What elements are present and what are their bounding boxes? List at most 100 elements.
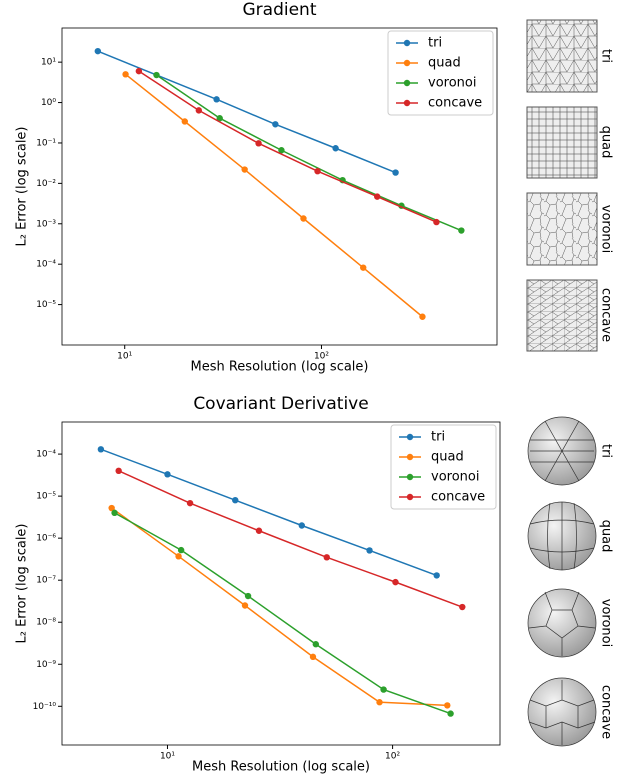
data-point <box>447 710 454 717</box>
series-line <box>138 70 437 223</box>
data-point <box>175 553 182 560</box>
data-point <box>272 121 279 128</box>
y-tick-label: 10¹ <box>41 58 56 68</box>
data-point <box>419 313 426 320</box>
legend-label: quad <box>431 450 464 465</box>
y-tick-label: 10⁻³ <box>36 219 56 229</box>
plot-area <box>61 27 498 346</box>
series-line <box>156 74 462 232</box>
legend-label: quad <box>428 56 461 71</box>
thumbnail-label: tri <box>599 444 614 458</box>
legend-marker <box>403 39 411 47</box>
data-point <box>177 546 185 554</box>
data-point <box>244 592 252 600</box>
legend-marker <box>406 453 414 461</box>
x-tick-label: 10² <box>314 352 329 362</box>
plot-area <box>61 421 501 746</box>
y-tick-label: 10⁻¹ <box>36 138 56 148</box>
data-point <box>232 496 239 504</box>
x-tick-label: 10² <box>385 752 400 762</box>
chart-title: Gradient <box>243 0 317 20</box>
thumbnail-label: voronoi <box>599 599 614 647</box>
data-point <box>135 67 143 75</box>
mesh-thumbnail <box>526 19 598 93</box>
data-point <box>312 641 320 648</box>
data-point <box>164 471 171 478</box>
series-line <box>125 73 423 318</box>
data-point <box>94 47 102 55</box>
thumbnails <box>526 19 598 747</box>
y-tick-label: 10⁻⁹ <box>36 660 56 670</box>
y-tick-label: 10⁻⁶ <box>36 534 56 544</box>
data-point <box>309 653 317 661</box>
y-axis-label: L₂ Error (log scale) <box>15 127 30 247</box>
data-point <box>376 699 383 706</box>
data-point <box>380 686 387 693</box>
data-point <box>298 522 305 529</box>
data-point <box>97 446 105 453</box>
data-point <box>278 147 285 154</box>
legend-marker <box>406 493 414 501</box>
data-point <box>374 193 381 200</box>
data-point <box>458 227 465 234</box>
thumbnail-label: quad <box>599 126 614 159</box>
data-point <box>111 509 118 517</box>
legend-marker <box>403 79 411 87</box>
y-tick-label: 10⁻⁷ <box>36 576 56 586</box>
legend-label: concave <box>431 490 485 505</box>
thumbnail-label: voronoi <box>599 205 614 253</box>
y-tick-label: 10⁻¹⁰ <box>33 702 57 712</box>
data-point <box>433 572 440 579</box>
data-point <box>195 107 203 114</box>
data-point <box>392 578 399 586</box>
y-tick-label: 10⁻⁴ <box>36 260 56 270</box>
x-axis-label: Mesh Resolution (log scale) <box>192 760 370 775</box>
sphere-thumbnail <box>527 677 597 747</box>
y-tick-label: 10⁻⁵ <box>36 300 56 310</box>
data-point <box>459 603 466 611</box>
data-point <box>360 264 367 271</box>
series-line <box>114 512 451 715</box>
y-axis-label: L₂ Error (log scale) <box>15 524 30 644</box>
thumbnail-label: concave <box>599 288 614 342</box>
x-tick-label: 10¹ <box>117 352 132 362</box>
legend-label: voronoi <box>431 470 479 485</box>
data-point <box>323 554 330 561</box>
data-point <box>255 527 263 534</box>
legend-marker <box>406 473 414 481</box>
y-tick-label: 10⁻² <box>36 179 56 189</box>
legend-label: tri <box>428 36 442 51</box>
x-tick-label: 10¹ <box>160 752 175 762</box>
legend-label: concave <box>428 96 482 111</box>
sphere-thumbnail <box>527 588 597 658</box>
data-point <box>255 140 262 147</box>
data-point <box>108 504 115 512</box>
data-point <box>241 602 249 609</box>
data-point <box>366 547 373 554</box>
data-point <box>153 71 160 79</box>
mesh-thumbnail <box>526 279 598 352</box>
y-tick-label: 10⁰ <box>41 98 56 108</box>
mesh-thumbnail <box>526 192 598 266</box>
thumbnail-label: tri <box>599 49 614 63</box>
data-point <box>241 166 248 173</box>
series-line <box>118 470 463 608</box>
legend-marker <box>403 59 411 67</box>
series-line <box>97 50 396 174</box>
data-point <box>444 702 451 709</box>
x-axis-label: Mesh Resolution (log scale) <box>190 360 368 375</box>
y-tick-label: 10⁻⁸ <box>36 618 56 628</box>
thumbnail-label: quad <box>599 520 614 553</box>
data-point <box>181 118 188 125</box>
chart-title: Covariant Derivative <box>193 394 368 414</box>
thumbnail-label: concave <box>599 685 614 739</box>
data-point <box>392 169 399 176</box>
data-point <box>314 168 321 175</box>
data-point <box>213 96 220 103</box>
y-tick-label: 10⁻⁴ <box>36 450 56 460</box>
data-point <box>300 215 307 222</box>
series-line <box>100 448 437 577</box>
data-point <box>186 499 194 507</box>
